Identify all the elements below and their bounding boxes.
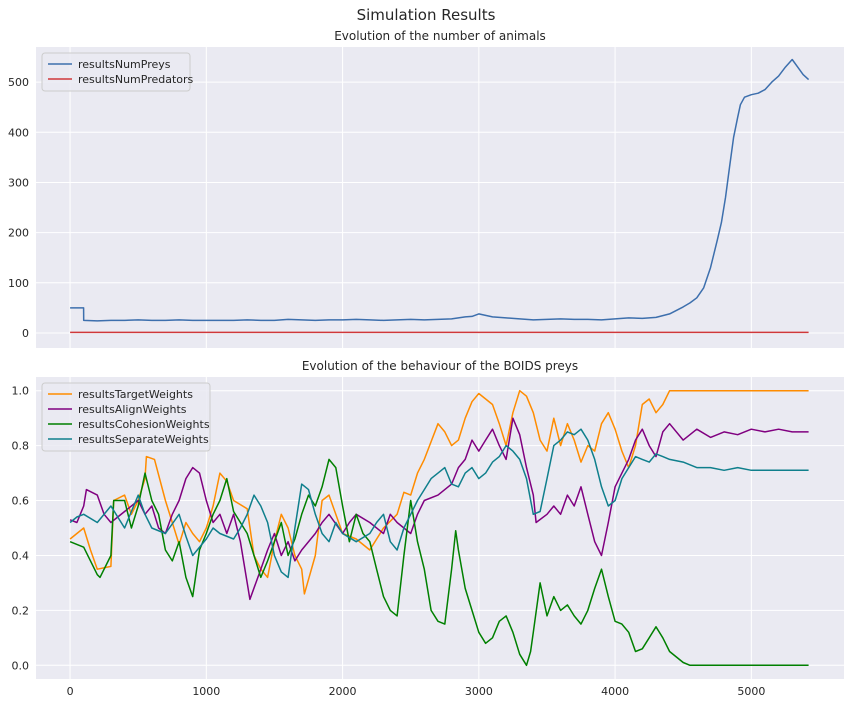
chart-title: Evolution of the behaviour of the BOIDS … bbox=[302, 359, 578, 373]
y-tick-label: 0.0 bbox=[12, 659, 30, 672]
legend-label: resultsAlignWeights bbox=[78, 403, 187, 416]
animals-chart: Evolution of the number of animals 0 100 20… bbox=[8, 29, 844, 348]
series-line bbox=[69, 458, 809, 667]
y-tick-label: 0.8 bbox=[12, 440, 30, 453]
y-tick-label: 100 bbox=[8, 277, 29, 290]
legend bbox=[41, 382, 211, 452]
legend bbox=[41, 52, 191, 92]
plot-area bbox=[36, 47, 844, 348]
x-tick-label: 2000 bbox=[329, 685, 357, 698]
series-line bbox=[70, 58, 810, 322]
figure-title: Simulation Results bbox=[357, 6, 496, 24]
x-tick-label: 3000 bbox=[465, 685, 493, 698]
y-tick-label: 500 bbox=[8, 76, 29, 89]
y-tick-label: 0.2 bbox=[12, 604, 30, 617]
legend-label: resultsNumPreys bbox=[78, 58, 171, 71]
y-tick-label: 400 bbox=[8, 126, 29, 139]
legend-label: resultsTargetWeights bbox=[78, 388, 193, 401]
x-tick-label: 0 bbox=[67, 685, 74, 698]
series-line bbox=[69, 417, 809, 601]
legend-label: resultsCohesionWeights bbox=[78, 418, 210, 431]
series-line bbox=[69, 428, 809, 579]
behaviour-chart: Evolution of the behaviour of the BOIDS … bbox=[12, 359, 844, 698]
y-tick-label: 1.0 bbox=[12, 385, 30, 398]
y-tick-label: 300 bbox=[8, 176, 29, 189]
x-tick-label: 1000 bbox=[192, 685, 220, 698]
legend-label: resultsSeparateWeights bbox=[78, 433, 209, 446]
y-tick-label: 200 bbox=[8, 227, 29, 240]
y-tick-label: 0.4 bbox=[12, 549, 30, 562]
x-tick-label: 4000 bbox=[601, 685, 629, 698]
y-tick-label: 0 bbox=[22, 327, 29, 340]
y-tick-label: 0.6 bbox=[12, 495, 30, 508]
x-tick-label: 5000 bbox=[737, 685, 765, 698]
legend-label: resultsNumPredators bbox=[78, 73, 194, 86]
chart-title: Evolution of the number of animals bbox=[334, 29, 546, 43]
series-line bbox=[69, 389, 809, 595]
